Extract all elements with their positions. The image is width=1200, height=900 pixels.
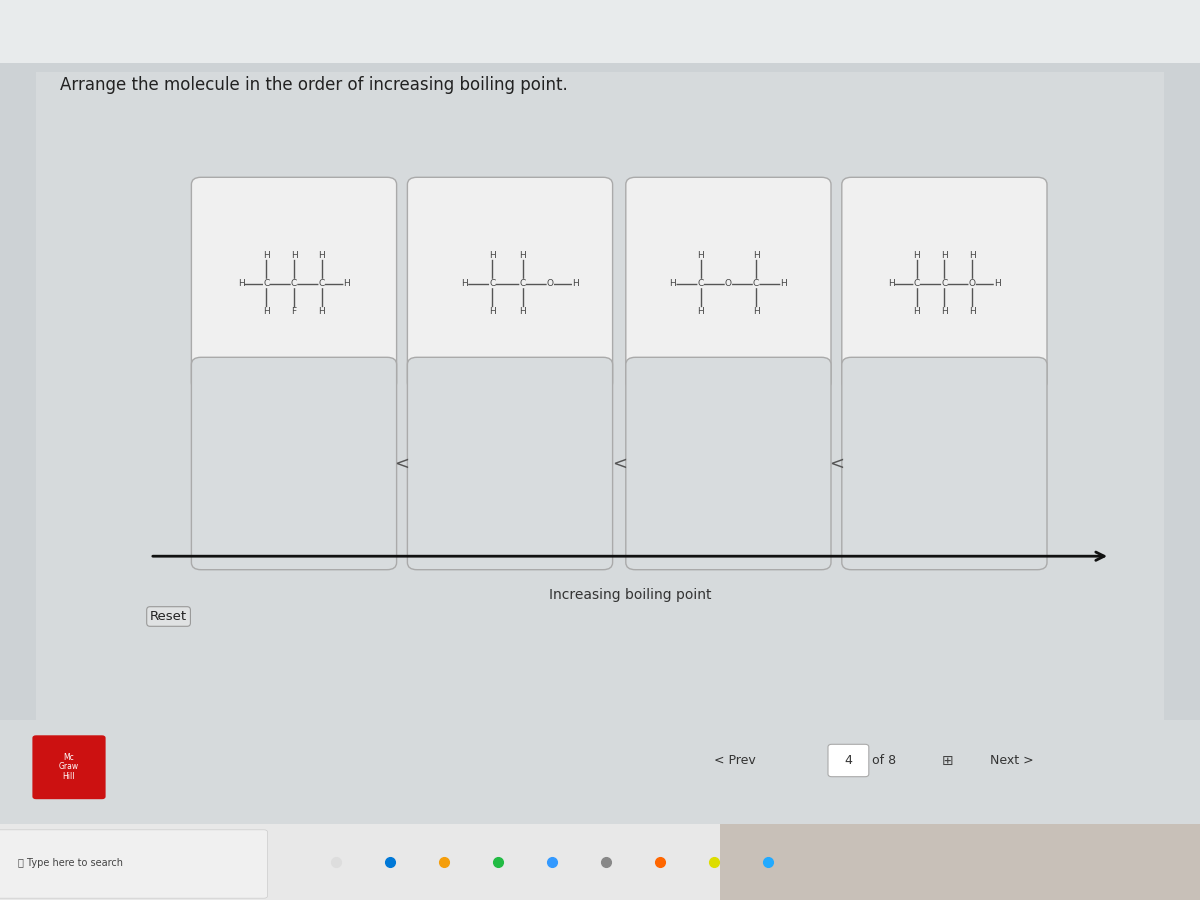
FancyBboxPatch shape [842,177,1046,390]
Text: H: H [941,250,948,259]
Text: O: O [547,279,554,288]
Text: H: H [290,250,298,259]
Text: H: H [780,279,787,288]
Text: Arrange the molecule in the order of increasing boiling point.: Arrange the molecule in the order of inc… [60,76,568,94]
Text: C: C [520,279,526,288]
FancyBboxPatch shape [842,357,1046,570]
Text: H: H [488,250,496,259]
Text: H: H [913,307,920,316]
Text: H: H [238,279,245,288]
Text: <: < [829,454,844,472]
Text: C: C [263,279,270,288]
Bar [0,720,1200,828]
Text: O: O [968,279,976,288]
Text: Increasing boiling point: Increasing boiling point [548,588,712,602]
Text: C: C [290,279,298,288]
Text: H: H [888,279,895,288]
Text: ⊞: ⊞ [942,753,954,768]
Text: H: H [968,307,976,316]
Text: 4: 4 [845,754,852,767]
Text: Next >: Next > [990,754,1033,767]
Text: H: H [318,250,325,259]
Text: H: H [572,279,578,288]
FancyBboxPatch shape [626,357,830,570]
Text: H: H [697,307,704,316]
Text: H: H [461,279,468,288]
Text: O: O [725,279,732,288]
Text: of 8: of 8 [872,754,896,767]
Text: H: H [670,279,677,288]
Text: H: H [488,307,496,316]
Text: C: C [913,279,920,288]
Bar [0,0,1200,63]
FancyBboxPatch shape [408,177,612,390]
Bar [0,824,1200,900]
Text: H: H [994,279,1001,288]
Text: H: H [752,307,760,316]
Text: H: H [520,307,526,316]
Text: C: C [318,279,325,288]
FancyBboxPatch shape [32,735,106,799]
Bar [36,72,1164,828]
FancyBboxPatch shape [828,744,869,777]
Bar [720,824,1200,900]
Text: Reset: Reset [150,610,187,623]
Text: <: < [612,454,626,472]
Text: H: H [318,307,325,316]
Text: ⌕ Type here to search: ⌕ Type here to search [18,858,124,868]
Text: H: H [752,250,760,259]
FancyBboxPatch shape [626,177,830,390]
Text: H: H [913,250,920,259]
Text: C: C [697,279,704,288]
FancyBboxPatch shape [408,357,612,570]
FancyBboxPatch shape [192,357,396,570]
Text: H: H [263,307,270,316]
Text: H: H [941,307,948,316]
Text: F: F [292,307,296,316]
Text: <: < [395,454,409,472]
Text: H: H [263,250,270,259]
FancyBboxPatch shape [0,830,268,898]
Text: C: C [490,279,496,288]
Text: < Prev: < Prev [714,754,756,767]
FancyBboxPatch shape [192,177,396,390]
Text: H: H [697,250,704,259]
Text: Mc
Graw
Hill: Mc Graw Hill [59,752,78,781]
Text: C: C [941,279,948,288]
Text: H: H [968,250,976,259]
Text: H: H [343,279,350,288]
Text: H: H [520,250,526,259]
Text: C: C [752,279,760,288]
